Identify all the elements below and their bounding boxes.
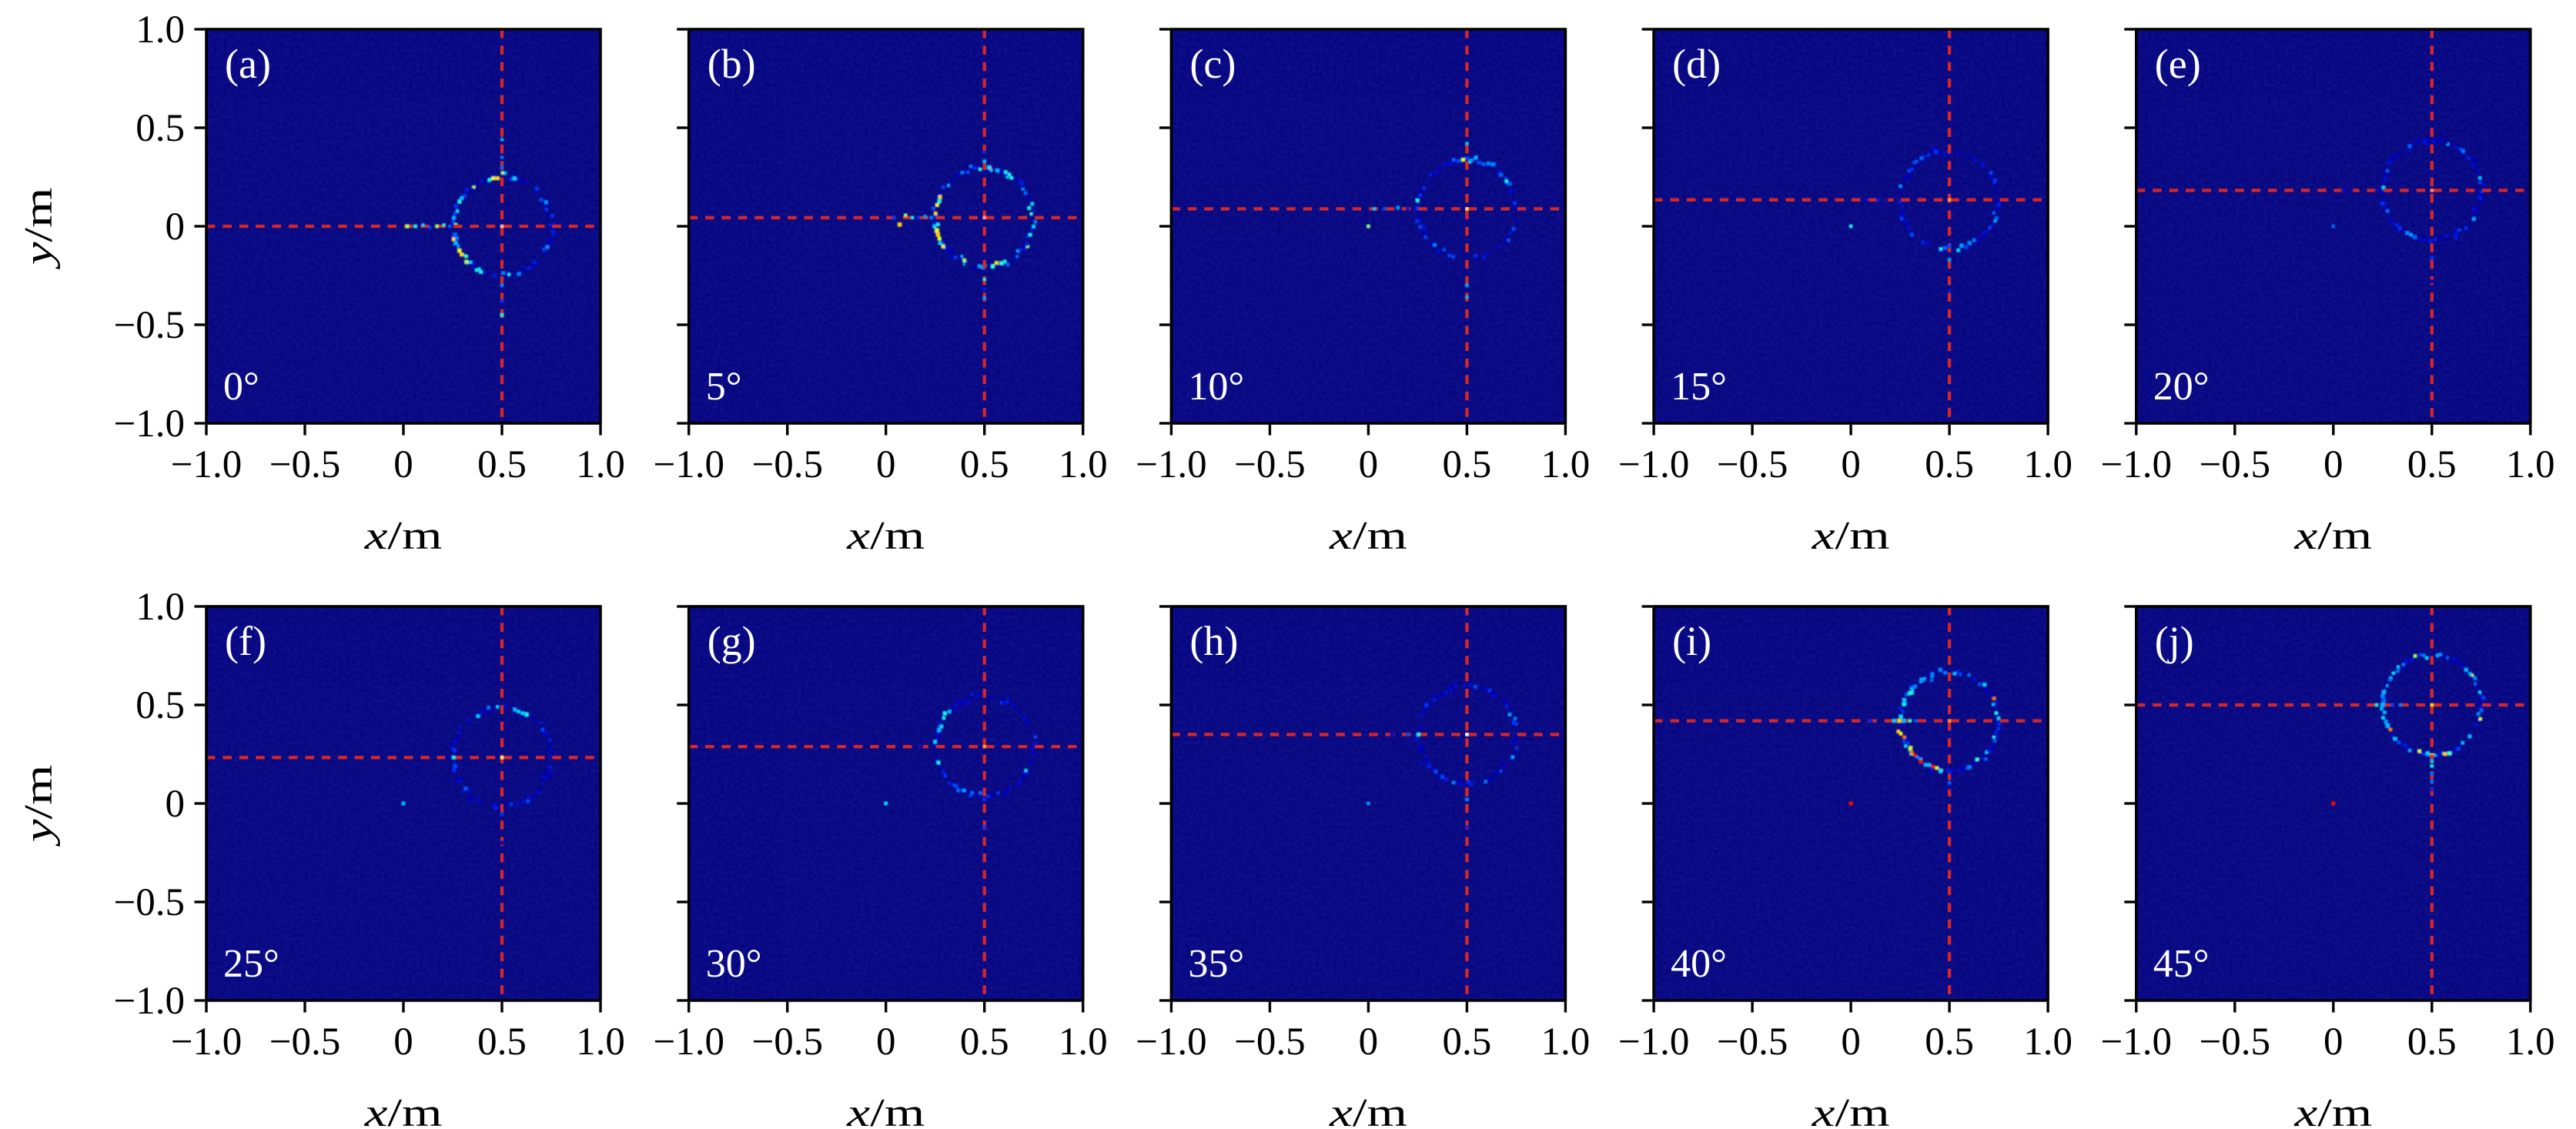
svg-text:−1.0: −1.0 xyxy=(653,1020,724,1064)
svg-text:x/m: x/m xyxy=(846,513,925,557)
svg-text:x/m: x/m xyxy=(2293,513,2372,557)
svg-text:−0.5: −0.5 xyxy=(2200,1020,2271,1064)
svg-text:0.5: 0.5 xyxy=(477,1020,527,1064)
svg-text:−1.0: −1.0 xyxy=(2101,443,2173,486)
svg-text:0: 0 xyxy=(876,1020,896,1064)
svg-text:−0.5: −0.5 xyxy=(1234,1020,1306,1064)
svg-text:(a): (a) xyxy=(225,41,271,87)
svg-text:0.5: 0.5 xyxy=(1443,1020,1492,1064)
svg-text:−0.5: −0.5 xyxy=(1717,1020,1788,1064)
svg-text:(h): (h) xyxy=(1189,618,1238,664)
svg-text:−0.5: −0.5 xyxy=(751,443,823,486)
svg-text:1.0: 1.0 xyxy=(2506,443,2555,486)
svg-text:(f): (f) xyxy=(225,618,266,664)
svg-text:−0.5: −0.5 xyxy=(1717,443,1788,486)
svg-text:(b): (b) xyxy=(708,41,756,87)
svg-text:(d): (d) xyxy=(1672,41,1721,87)
svg-text:x/m: x/m xyxy=(2293,1090,2372,1129)
svg-text:−0.5: −0.5 xyxy=(751,1020,823,1064)
svg-text:0: 0 xyxy=(2323,1020,2343,1064)
svg-text:0: 0 xyxy=(876,443,896,486)
svg-text:x/m: x/m xyxy=(363,1090,442,1129)
svg-text:1.0: 1.0 xyxy=(576,443,625,486)
svg-text:0: 0 xyxy=(1359,1020,1379,1064)
svg-text:−0.5: −0.5 xyxy=(113,881,185,924)
svg-text:0.5: 0.5 xyxy=(1443,443,1492,486)
svg-text:45°: 45° xyxy=(2153,942,2210,986)
svg-text:−1.0: −1.0 xyxy=(1136,443,1207,486)
svg-text:1.0: 1.0 xyxy=(2023,443,2073,486)
svg-text:20°: 20° xyxy=(2153,365,2210,409)
svg-text:25°: 25° xyxy=(223,942,279,986)
svg-text:−1.0: −1.0 xyxy=(113,980,185,1023)
svg-text:−1.0: −1.0 xyxy=(113,402,185,446)
svg-text:1.0: 1.0 xyxy=(1059,443,1108,486)
svg-text:x/m: x/m xyxy=(1812,1090,1890,1129)
svg-text:(g): (g) xyxy=(708,618,756,664)
svg-text:40°: 40° xyxy=(1671,942,1727,986)
svg-text:0: 0 xyxy=(166,205,186,249)
svg-text:10°: 10° xyxy=(1188,365,1244,409)
svg-text:0: 0 xyxy=(1359,443,1379,486)
svg-text:1.0: 1.0 xyxy=(576,1020,625,1064)
svg-text:0.5: 0.5 xyxy=(1925,1020,1974,1064)
svg-text:1.0: 1.0 xyxy=(135,586,185,629)
svg-text:0: 0 xyxy=(1841,1020,1861,1064)
svg-text:0.5: 0.5 xyxy=(960,1020,1009,1064)
svg-text:(e): (e) xyxy=(2155,41,2201,87)
svg-text:x/m: x/m xyxy=(363,513,442,557)
svg-text:0.5: 0.5 xyxy=(135,684,185,727)
svg-text:x/m: x/m xyxy=(846,1090,925,1129)
svg-text:(j): (j) xyxy=(2155,618,2194,664)
svg-text:x/m: x/m xyxy=(1329,513,1407,557)
svg-text:1.0: 1.0 xyxy=(1541,443,1591,486)
svg-text:0.5: 0.5 xyxy=(135,107,185,150)
svg-text:x/m: x/m xyxy=(1329,1090,1407,1129)
svg-text:30°: 30° xyxy=(706,942,762,986)
svg-text:(i): (i) xyxy=(1672,618,1711,664)
svg-text:−0.5: −0.5 xyxy=(1234,443,1306,486)
svg-text:−1.0: −1.0 xyxy=(1136,1020,1207,1064)
svg-text:−1.0: −1.0 xyxy=(171,1020,243,1064)
svg-text:1.0: 1.0 xyxy=(2023,1020,2073,1064)
svg-text:1.0: 1.0 xyxy=(2506,1020,2555,1064)
svg-text:−1.0: −1.0 xyxy=(1618,443,1690,486)
svg-text:−0.5: −0.5 xyxy=(113,304,185,347)
svg-text:0: 0 xyxy=(2323,443,2343,486)
svg-text:1.0: 1.0 xyxy=(1059,1020,1108,1064)
svg-text:35°: 35° xyxy=(1188,942,1244,986)
svg-text:0: 0 xyxy=(1841,443,1861,486)
svg-text:0: 0 xyxy=(166,783,186,826)
svg-text:−0.5: −0.5 xyxy=(269,443,341,486)
svg-text:1.0: 1.0 xyxy=(1541,1020,1591,1064)
svg-text:0.5: 0.5 xyxy=(2407,443,2457,486)
svg-text:0°: 0° xyxy=(223,365,259,409)
svg-text:1.0: 1.0 xyxy=(135,8,185,52)
svg-text:y/m: y/m xyxy=(15,188,60,271)
svg-text:0: 0 xyxy=(393,1020,413,1064)
svg-text:x/m: x/m xyxy=(1812,513,1890,557)
svg-text:0.5: 0.5 xyxy=(477,443,527,486)
svg-text:−1.0: −1.0 xyxy=(653,443,724,486)
svg-text:(c): (c) xyxy=(1189,41,1236,87)
svg-text:−1.0: −1.0 xyxy=(1618,1020,1690,1064)
svg-text:y/m: y/m xyxy=(15,765,60,848)
svg-text:0: 0 xyxy=(393,443,413,486)
svg-text:5°: 5° xyxy=(706,365,742,409)
svg-text:−0.5: −0.5 xyxy=(2200,443,2271,486)
svg-text:−1.0: −1.0 xyxy=(2101,1020,2173,1064)
svg-text:0.5: 0.5 xyxy=(2407,1020,2457,1064)
svg-text:−1.0: −1.0 xyxy=(171,443,243,486)
svg-text:0.5: 0.5 xyxy=(1925,443,1974,486)
svg-text:−0.5: −0.5 xyxy=(269,1020,341,1064)
svg-text:15°: 15° xyxy=(1671,365,1727,409)
svg-text:0.5: 0.5 xyxy=(960,443,1009,486)
